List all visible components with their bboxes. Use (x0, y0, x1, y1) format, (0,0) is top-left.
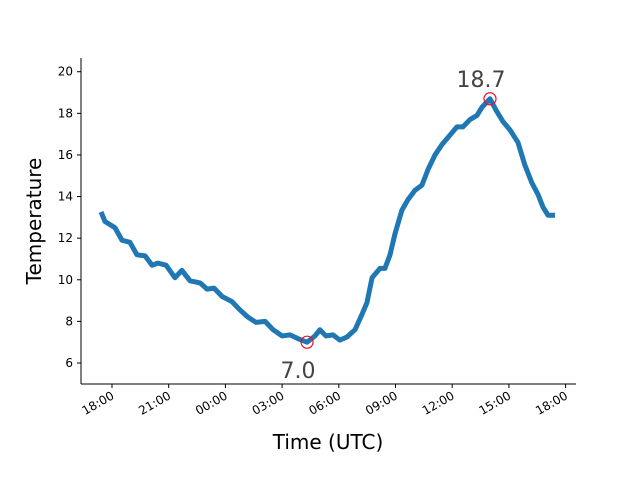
y-tick-label: 18 (58, 106, 73, 120)
y-tick-label: 10 (58, 273, 73, 287)
y-tick-label: 20 (58, 65, 73, 79)
x-tick-label: 21:00 (136, 388, 173, 417)
annotation-label: 18.7 (457, 68, 506, 93)
y-tick-label: 6 (65, 356, 73, 370)
x-tick-label: 06:00 (306, 388, 343, 417)
y-tick-label: 16 (58, 148, 73, 162)
line (98, 96, 556, 345)
x-tick-label: 09:00 (363, 388, 400, 417)
x-axis-label: Time (UTC) (272, 430, 384, 454)
annotation-marker (300, 335, 314, 349)
annotation-marker (483, 92, 497, 106)
y-tick-label: 8 (65, 314, 73, 328)
annotation-label: 7.0 (281, 359, 316, 384)
x-tick-label: 18:00 (80, 388, 117, 417)
x-tick-label: 03:00 (250, 388, 287, 417)
x-tick-label: 15:00 (476, 388, 513, 417)
x-tick-label: 12:00 (420, 388, 457, 417)
y-tick-label: 12 (58, 231, 73, 245)
x-tick-label: 00:00 (193, 388, 230, 417)
y-tick-label: 14 (58, 190, 73, 204)
x-tick-label: 18:00 (533, 388, 570, 417)
y-axis-label: Temperature (22, 158, 46, 286)
